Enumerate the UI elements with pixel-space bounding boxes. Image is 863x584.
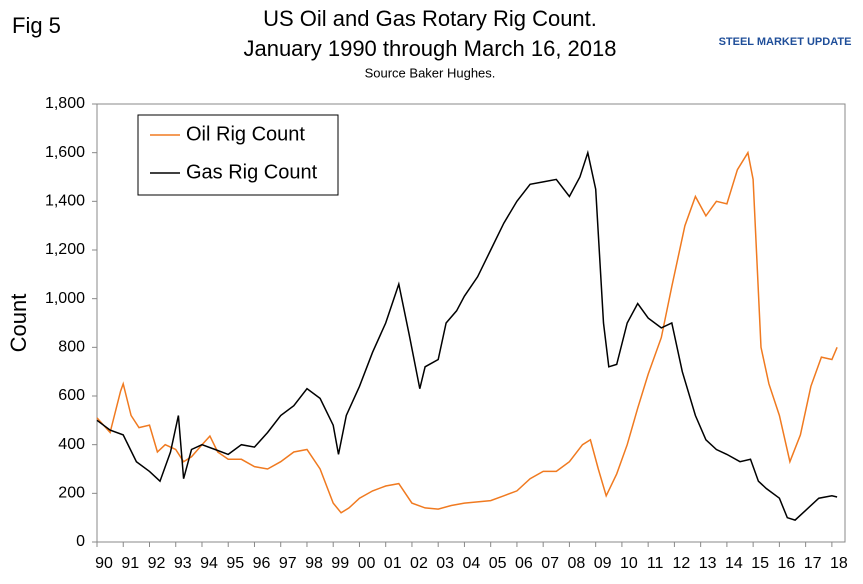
chart-title-line2: January 1990 through March 16, 2018 xyxy=(243,36,616,61)
chart-title: US Oil and Gas Rotary Rig Count. xyxy=(263,6,597,31)
x-tick-label: 12 xyxy=(673,555,691,572)
x-tick-label: 08 xyxy=(568,555,586,572)
x-tick-label: 03 xyxy=(436,555,454,572)
x-tick-label: 06 xyxy=(515,555,533,572)
x-tick-label: 99 xyxy=(331,555,349,572)
x-tick-label: 00 xyxy=(358,555,376,572)
x-tick-label: 91 xyxy=(121,555,139,572)
x-tick-label: 10 xyxy=(620,555,638,572)
legend-label: Gas Rig Count xyxy=(186,161,318,183)
y-axis-label: Count xyxy=(6,294,31,353)
y-tick-label: 0 xyxy=(76,533,85,550)
x-tick-label: 04 xyxy=(463,555,481,572)
x-tick-label: 92 xyxy=(148,555,166,572)
y-tick-label: 1,800 xyxy=(45,95,85,112)
x-tick-label: 97 xyxy=(279,555,297,572)
x-tick-label: 05 xyxy=(489,555,507,572)
x-tick-label: 07 xyxy=(541,555,559,572)
y-tick-label: 800 xyxy=(58,339,85,356)
logo: STEEL MARKET UPDATE xyxy=(719,36,852,48)
x-tick-label: 14 xyxy=(725,555,743,572)
y-tick-label: 200 xyxy=(58,485,85,502)
x-tick-label: 09 xyxy=(594,555,612,572)
y-tick-label: 1,600 xyxy=(45,144,85,161)
x-tick-label: 11 xyxy=(647,555,664,572)
legend-label: Oil Rig Count xyxy=(186,123,305,145)
x-tick-label: 17 xyxy=(804,555,822,572)
y-tick-label: 1,200 xyxy=(45,241,85,258)
x-tick-label: 95 xyxy=(226,555,244,572)
x-tick-label: 18 xyxy=(830,555,848,572)
y-tick-label: 600 xyxy=(58,387,85,404)
x-tick-label: 01 xyxy=(384,555,402,572)
x-tick-label: 94 xyxy=(200,555,218,572)
x-tick-label: 90 xyxy=(95,555,113,572)
x-tick-label: 15 xyxy=(751,555,769,572)
x-tick-label: 98 xyxy=(305,555,323,572)
series-line xyxy=(96,150,838,514)
x-tick-label: 93 xyxy=(174,555,192,572)
plot-area xyxy=(96,103,846,543)
y-tick-label: 1,400 xyxy=(45,193,85,210)
x-tick-label: 13 xyxy=(699,555,717,572)
legend xyxy=(137,114,339,196)
y-tick-label: 1,000 xyxy=(45,290,85,307)
x-tick-label: 02 xyxy=(410,555,428,572)
series-line xyxy=(96,149,838,521)
chart-subtitle: Source Baker Hughes. xyxy=(365,65,496,80)
x-tick-label: 16 xyxy=(777,555,795,572)
x-tick-label: 96 xyxy=(253,555,271,572)
figure-label: Fig 5 xyxy=(12,13,61,38)
y-tick-label: 400 xyxy=(58,436,85,453)
